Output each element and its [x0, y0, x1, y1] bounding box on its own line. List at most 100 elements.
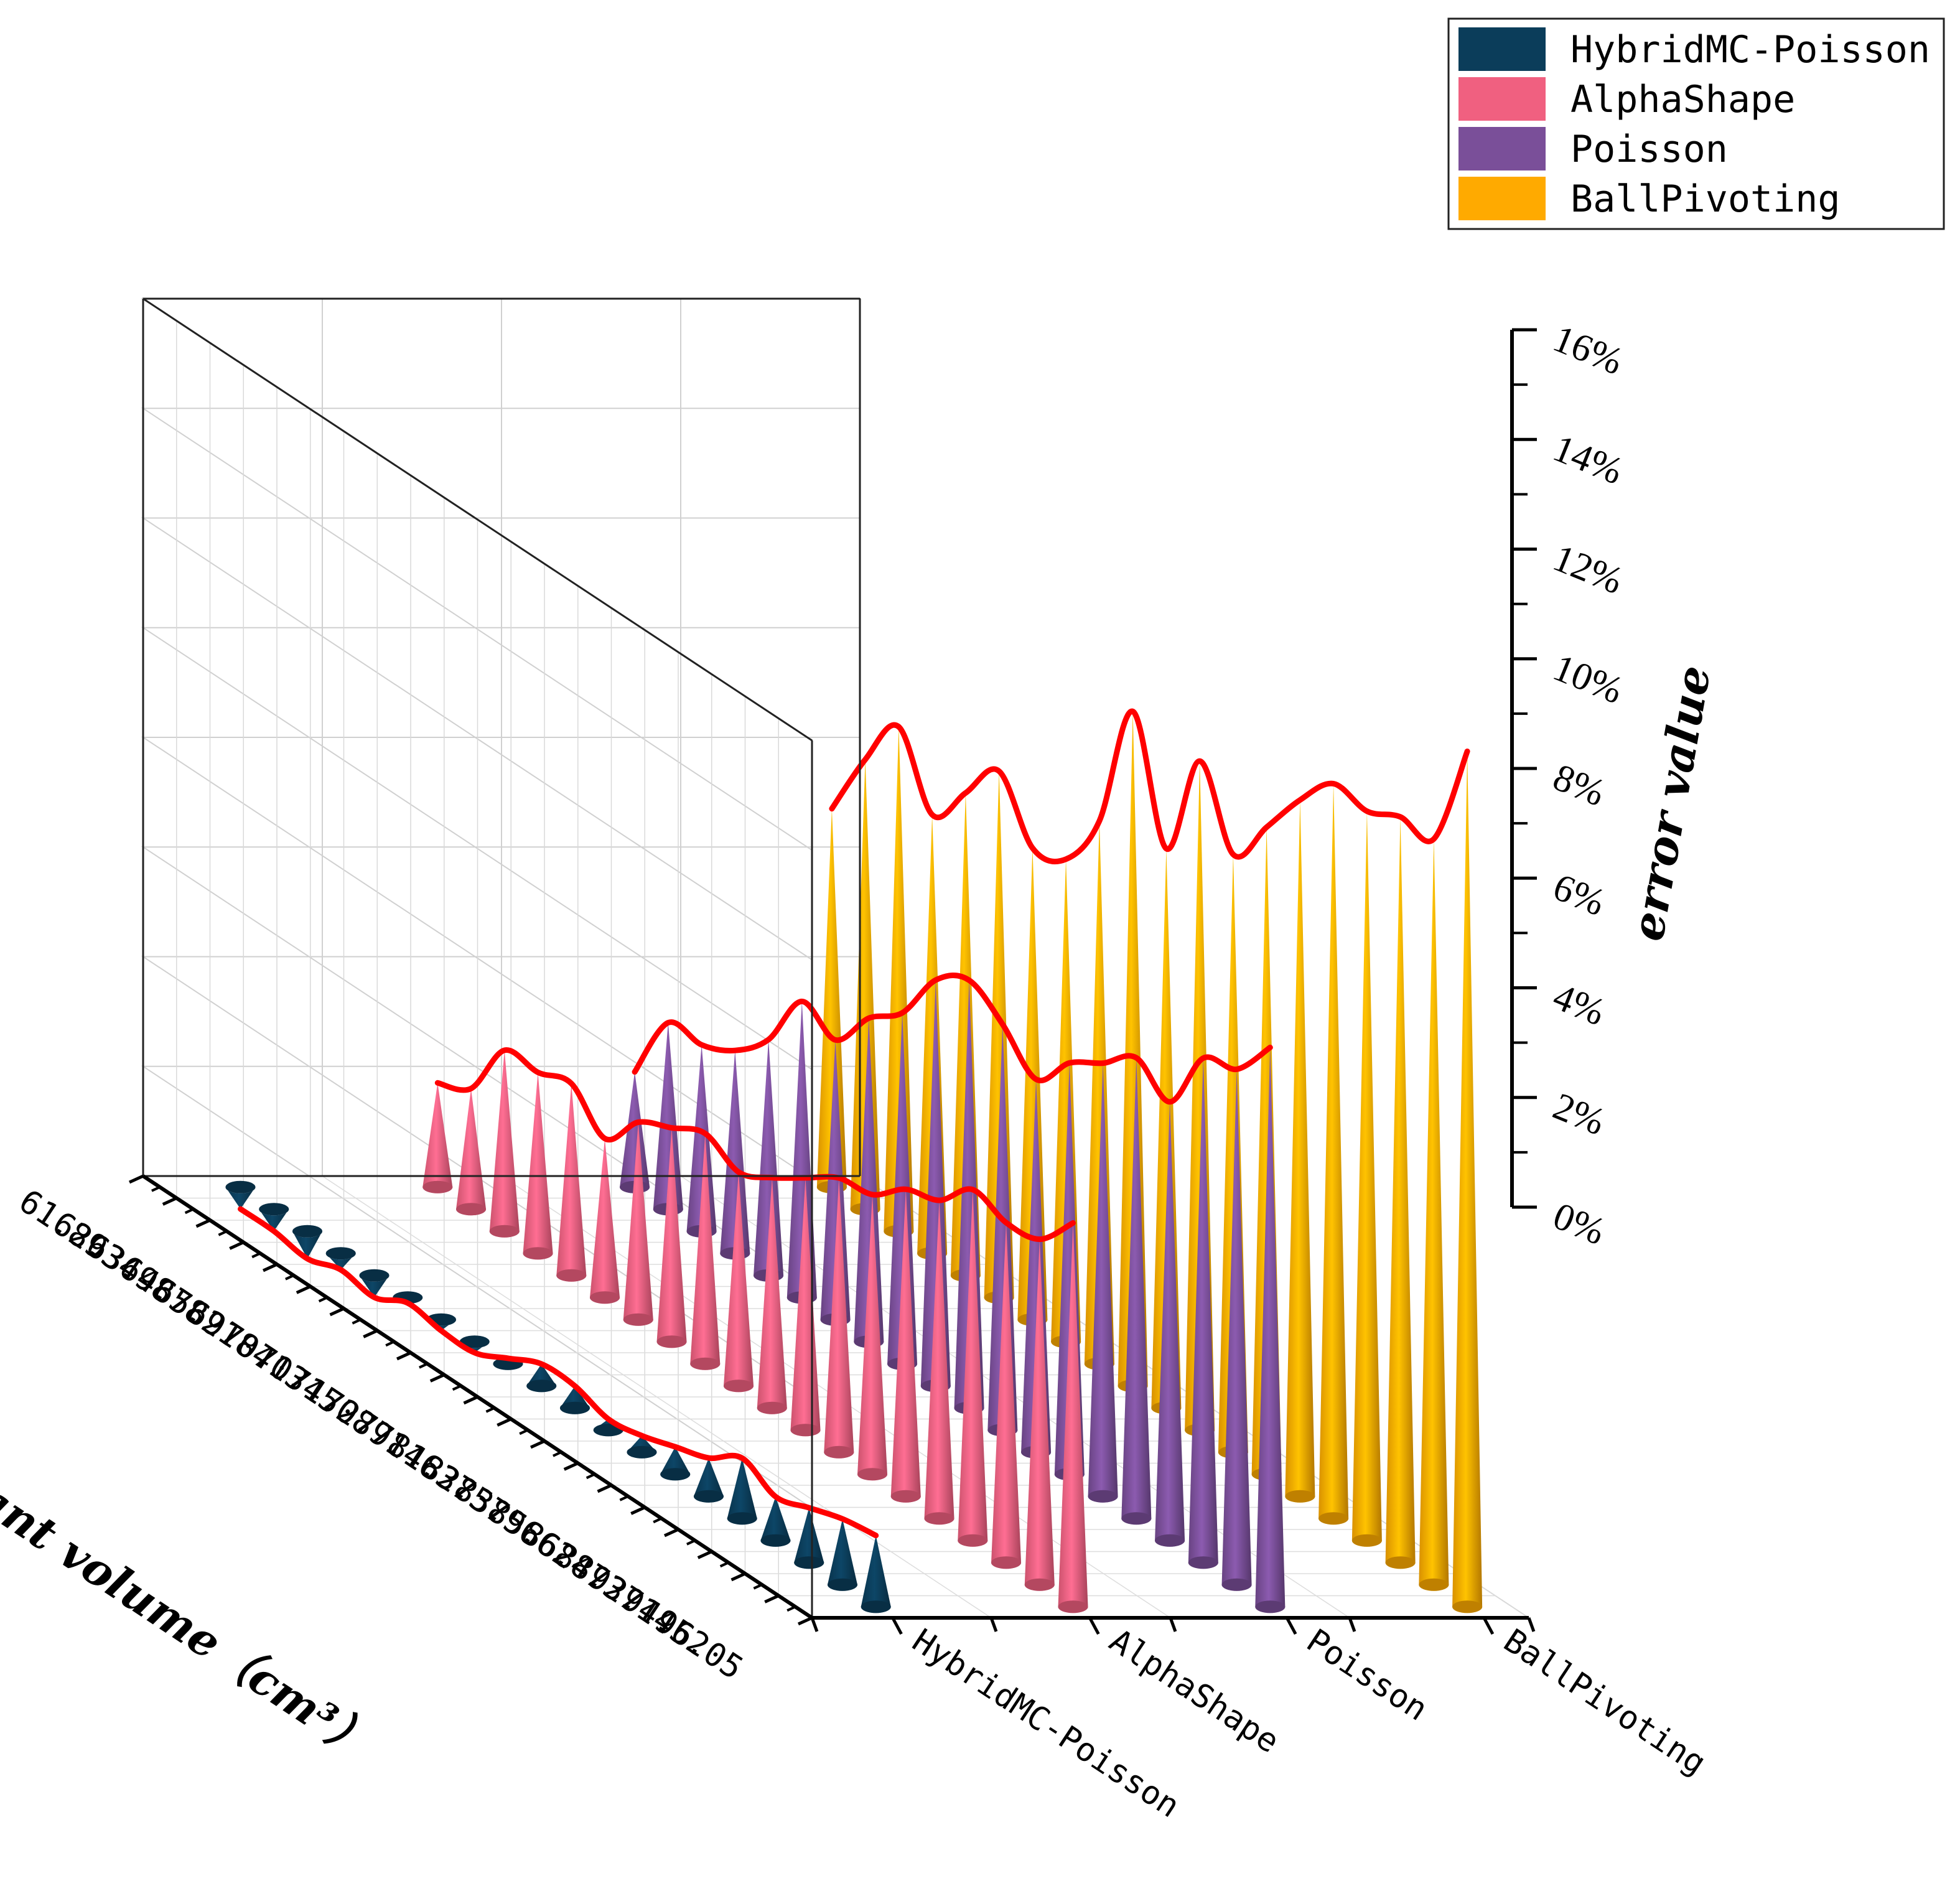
- cone-body: [794, 1508, 824, 1569]
- cone-body: [854, 1018, 884, 1348]
- gridline-floor-y: [322, 1175, 992, 1618]
- cone-alphashape-92.14: [991, 1222, 1022, 1569]
- z-axis-title: error value: [1620, 661, 1720, 945]
- cone-base: [325, 1247, 356, 1260]
- cone-base: [627, 1445, 657, 1459]
- cone-base: [1385, 1556, 1416, 1569]
- cone-ballpivoting-85.62: [1285, 800, 1315, 1503]
- cone-body: [857, 1194, 888, 1481]
- cone-base: [861, 1600, 891, 1613]
- y-tick-series: [1482, 1617, 1495, 1635]
- cone-body: [292, 1231, 322, 1259]
- cone-base: [1318, 1512, 1349, 1525]
- legend-swatch-ballpivoting: [1458, 177, 1546, 220]
- x-tick-major: [530, 1439, 546, 1449]
- cone-alphashape-86.47: [924, 1200, 954, 1525]
- cone-base: [1058, 1600, 1088, 1613]
- cone-alphashape-88.37: [958, 1189, 988, 1547]
- cone-body: [686, 1045, 717, 1238]
- x-tick-minor: [485, 1406, 495, 1413]
- x-tick-minor: [753, 1583, 763, 1590]
- cone-poisson-86.47: [1121, 1058, 1152, 1525]
- cone-body: [850, 759, 880, 1216]
- legend-label-ballpivoting: BallPivoting: [1570, 177, 1840, 221]
- x-tick-major: [363, 1329, 378, 1338]
- cone-body: [1121, 1058, 1152, 1525]
- cone-alphashape-63.98: [489, 1050, 520, 1238]
- cone-body: [924, 1200, 954, 1525]
- x-tick-minor: [619, 1495, 629, 1501]
- cone-hybridmc-poisson-72.91: [526, 1364, 557, 1393]
- cone-body: [1188, 1058, 1218, 1569]
- cone-alphashape-72.91: [724, 1172, 754, 1393]
- cone-body: [1255, 1047, 1286, 1613]
- cone-body: [790, 1177, 821, 1437]
- cone-base: [693, 1490, 724, 1503]
- legend-label-hybridmc-poisson: HybridMC-Poisson: [1570, 28, 1930, 72]
- cone-body: [1318, 783, 1349, 1525]
- x-tick-major: [463, 1395, 478, 1405]
- chart-cones: [225, 711, 1483, 1613]
- cone-base: [1188, 1556, 1218, 1569]
- x-tick-minor: [318, 1296, 328, 1303]
- cone-body: [1058, 1223, 1088, 1613]
- cone-ballpivoting-96.05: [1452, 751, 1483, 1613]
- cone-base: [489, 1225, 520, 1238]
- cone-base: [1419, 1578, 1449, 1591]
- cone-body: [1024, 1239, 1055, 1591]
- cone-body: [1285, 800, 1315, 1503]
- cone-base: [857, 1468, 888, 1481]
- cone-base: [790, 1424, 821, 1437]
- cone-poisson-85.62: [1088, 1063, 1118, 1503]
- cone-base: [690, 1357, 721, 1370]
- cone-base: [623, 1313, 653, 1326]
- cone-ballpivoting-88.37: [1351, 811, 1382, 1547]
- x-tick-major: [396, 1351, 412, 1361]
- cone-body: [1419, 839, 1449, 1591]
- z-tick-label: 4%: [1547, 975, 1611, 1034]
- x-tick-major: [563, 1462, 579, 1471]
- cone-body: [1221, 1069, 1252, 1591]
- cone-base: [1351, 1534, 1382, 1547]
- cone-base: [1221, 1578, 1252, 1591]
- trend-line-ballpivoting: [829, 708, 1470, 865]
- cone-body: [727, 1458, 757, 1525]
- x-tick-minor: [586, 1473, 595, 1480]
- y-tick-major: [989, 1617, 998, 1632]
- cone-base: [924, 1512, 954, 1525]
- x-tick-minor: [686, 1539, 696, 1546]
- cone-alphashape-65.21: [556, 1083, 587, 1282]
- cone-alphashape-94.52: [1024, 1239, 1055, 1591]
- cone-base: [727, 1512, 757, 1525]
- cone-body: [824, 1178, 854, 1459]
- x-tick-major: [296, 1285, 311, 1294]
- z-tick-label: 8%: [1547, 756, 1611, 815]
- cone-alphashape-70.45: [656, 1127, 687, 1348]
- cone-hybridmc-poisson-83.96: [660, 1447, 691, 1481]
- cone-body: [991, 1222, 1022, 1569]
- cone-base: [225, 1180, 256, 1193]
- x-tick-minor: [519, 1429, 528, 1436]
- cone-alphashape-83.96: [857, 1194, 888, 1481]
- y-tick-label: BallPivoting: [1497, 1622, 1712, 1782]
- cone-base: [827, 1578, 857, 1591]
- cone-body: [757, 1177, 787, 1414]
- x-tick-minor: [419, 1362, 428, 1369]
- cone-body: [523, 1072, 553, 1260]
- cone-body: [620, 1071, 650, 1193]
- cone-base: [292, 1225, 322, 1238]
- cone-alphashape-70.13: [623, 1122, 653, 1326]
- z-tick-label: 14%: [1547, 427, 1629, 493]
- cone-body: [1351, 811, 1382, 1547]
- x-tick-major: [597, 1483, 612, 1493]
- cone-body: [1155, 1101, 1185, 1547]
- cone-alphashape-96.05: [1058, 1223, 1088, 1613]
- cone-alphashape-64.78: [523, 1072, 553, 1260]
- cone-base: [259, 1203, 289, 1216]
- trend-line-poisson: [632, 973, 1273, 1105]
- cone-base: [1285, 1490, 1315, 1503]
- cone-hybridmc-poisson-94.52: [827, 1519, 857, 1591]
- cone-base: [824, 1445, 854, 1459]
- cone-ballpivoting-92.14: [1385, 816, 1416, 1569]
- cone-base: [656, 1335, 687, 1348]
